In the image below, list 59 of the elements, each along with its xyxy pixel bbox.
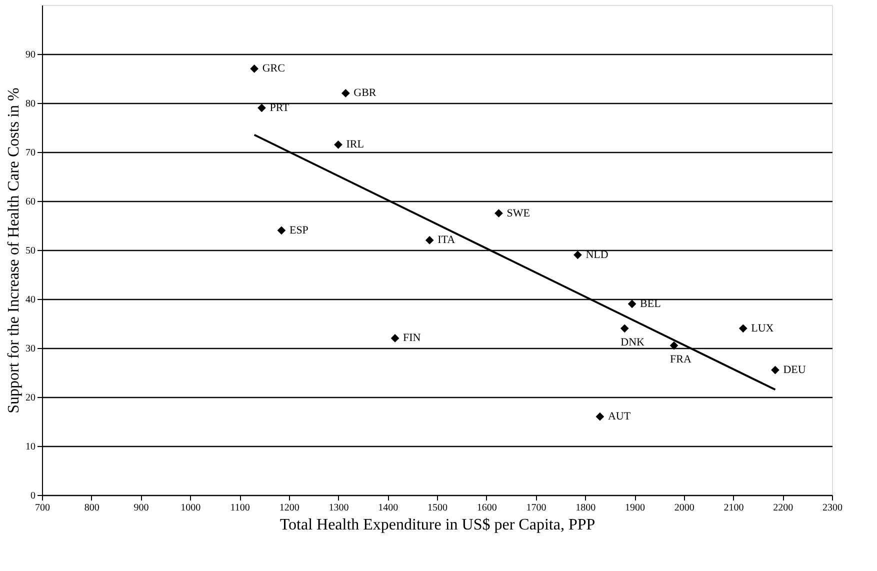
point (670, 341, 678, 350)
point (277, 226, 286, 235)
annotation: BEL (640, 298, 662, 310)
y-tick-label: 80 (26, 98, 36, 110)
y-tick-label: 70 (26, 148, 36, 158)
x-axis-title: Total Health Expenditure in US$ per Capita, PPP (280, 516, 596, 534)
point (250, 64, 258, 73)
x-tick-label: 1500 (428, 502, 448, 514)
point (425, 236, 434, 244)
y-tick-label: 10 (26, 442, 36, 452)
annotation: LUX (751, 322, 774, 334)
x-tick-label: 700 (35, 502, 50, 514)
point (258, 104, 266, 112)
point (628, 300, 636, 308)
x-tick-label: 800 (84, 502, 100, 514)
annotation: FIN (403, 332, 421, 344)
point (390, 334, 400, 342)
point (341, 89, 350, 98)
y-tick-label: 60 (26, 196, 36, 208)
annotation: AUT (608, 410, 631, 423)
annotation: NLD (586, 248, 608, 261)
point (620, 324, 629, 333)
annotation: GBR (354, 87, 377, 100)
x-tick-label: 1400 (378, 502, 398, 514)
annotation: SWE (506, 207, 530, 220)
x-tick-label: 1100 (230, 502, 250, 514)
point (771, 366, 780, 374)
annotation: GRC (262, 62, 285, 75)
annotation: ESP (289, 224, 308, 236)
annotation: DNK (620, 336, 645, 348)
y-tick-label: 90 (26, 50, 36, 60)
annotation: PRT (270, 102, 290, 114)
point (738, 324, 748, 333)
y-tick-label: 30 (26, 344, 36, 354)
x-tick-label: 2200 (773, 502, 794, 514)
point (494, 209, 503, 218)
annotation: ITA (438, 234, 456, 246)
x-tick-label: 2300 (822, 502, 842, 514)
x-tick-label: 1000 (180, 502, 201, 514)
x-tick-label: 900 (134, 502, 149, 514)
x-tick-label: 1200 (279, 502, 300, 514)
annotation: DEU (783, 364, 806, 376)
x-tick-label: 1300 (328, 502, 349, 514)
point (596, 412, 604, 421)
x-tick-label: 1900 (625, 502, 645, 514)
annotation: IRL (346, 138, 364, 151)
x-tick-label: 2000 (674, 502, 694, 514)
x-tick-label: 1600 (476, 502, 497, 514)
x-tick-label: 2100 (724, 502, 744, 514)
y-tick-label: 50 (26, 246, 36, 256)
point (574, 250, 582, 260)
y-tick-label: 0 (30, 490, 36, 502)
x-tick-label: 1800 (576, 502, 596, 514)
y-axis-title: Support for the Increase of Health Care Costs in % (6, 88, 22, 414)
y-tick-label: 40 (26, 294, 36, 306)
y-tick-label: 20 (26, 392, 36, 404)
annotation: FRA (670, 354, 692, 366)
point (334, 140, 342, 149)
x-tick-label: 1700 (526, 502, 546, 514)
